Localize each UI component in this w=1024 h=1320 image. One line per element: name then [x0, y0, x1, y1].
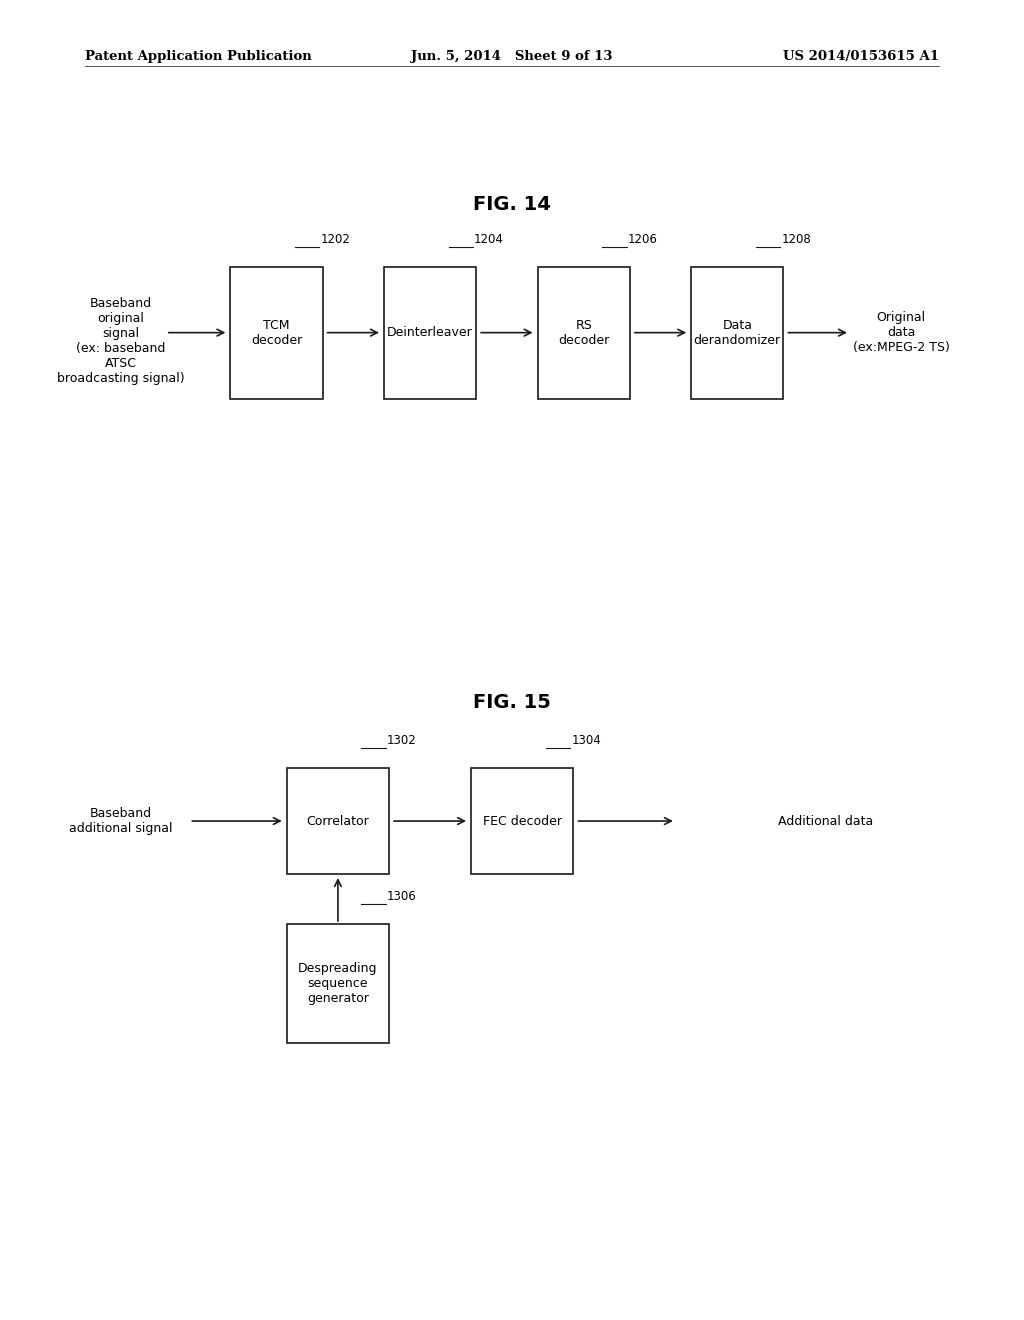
Text: US 2014/0153615 A1: US 2014/0153615 A1 — [783, 50, 939, 63]
Text: 1202: 1202 — [321, 232, 350, 246]
Text: Deinterleaver: Deinterleaver — [387, 326, 473, 339]
Text: 1206: 1206 — [628, 232, 657, 246]
Text: Original
data
(ex:MPEG-2 TS): Original data (ex:MPEG-2 TS) — [853, 312, 949, 354]
Text: Correlator: Correlator — [306, 814, 370, 828]
Text: 1208: 1208 — [781, 232, 811, 246]
Text: Despreading
sequence
generator: Despreading sequence generator — [298, 962, 378, 1005]
Text: 1204: 1204 — [474, 232, 504, 246]
Bar — [287, 768, 389, 874]
Bar — [384, 267, 476, 399]
Text: Additional data: Additional data — [778, 814, 873, 828]
Text: Patent Application Publication: Patent Application Publication — [85, 50, 311, 63]
Text: Baseband
additional signal: Baseband additional signal — [69, 807, 173, 836]
Text: FEC decoder: FEC decoder — [482, 814, 562, 828]
Bar — [538, 267, 630, 399]
Text: FIG. 15: FIG. 15 — [473, 693, 551, 711]
Text: Data
derandomizer: Data derandomizer — [693, 318, 781, 347]
Text: 1306: 1306 — [387, 890, 417, 903]
Text: FIG. 14: FIG. 14 — [473, 195, 551, 214]
Text: Jun. 5, 2014   Sheet 9 of 13: Jun. 5, 2014 Sheet 9 of 13 — [412, 50, 612, 63]
Bar — [691, 267, 783, 399]
Bar — [287, 924, 389, 1043]
Text: 1304: 1304 — [571, 734, 601, 747]
Text: RS
decoder: RS decoder — [558, 318, 609, 347]
Text: Baseband
original
signal
(ex: baseband
ATSC
broadcasting signal): Baseband original signal (ex: baseband A… — [57, 297, 184, 384]
Text: 1302: 1302 — [387, 734, 417, 747]
Bar — [230, 267, 323, 399]
Bar — [471, 768, 573, 874]
Text: TCM
decoder: TCM decoder — [251, 318, 302, 347]
